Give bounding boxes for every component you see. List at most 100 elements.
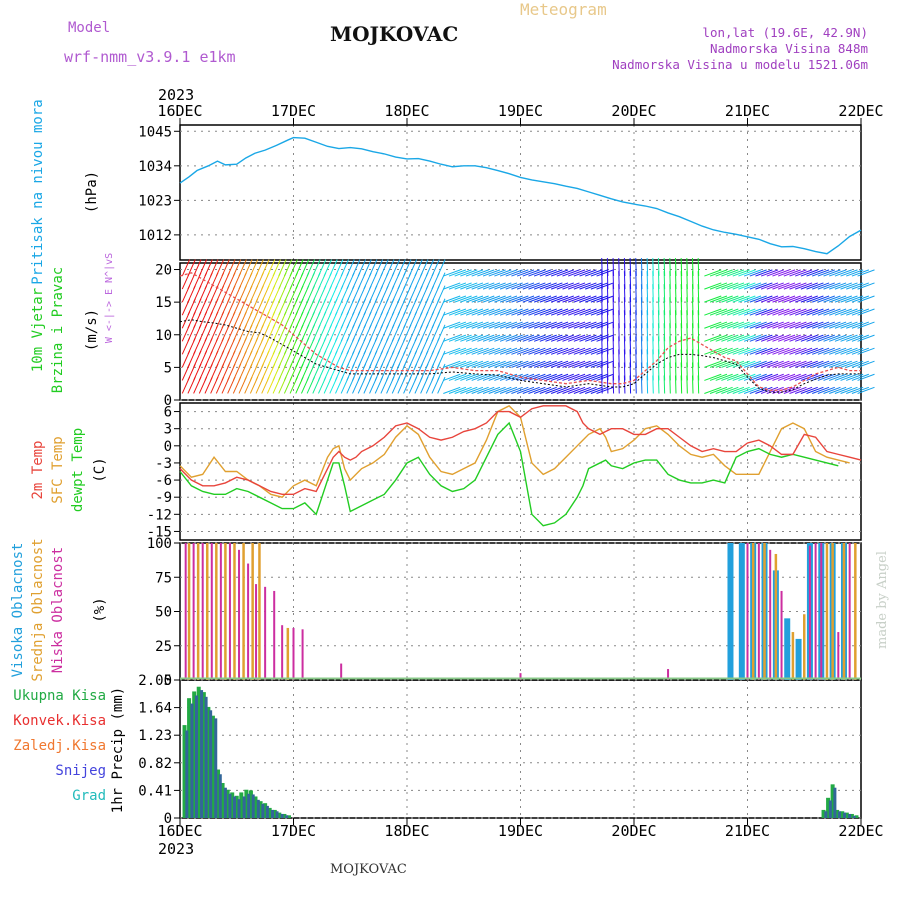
cloud-bar — [301, 629, 304, 680]
wind-barb — [726, 308, 745, 316]
precip-bar-snow — [185, 730, 189, 818]
wind-barb — [454, 321, 472, 329]
wind-barb — [522, 347, 540, 355]
wind-barb — [511, 386, 529, 394]
wind-barb — [346, 259, 355, 277]
wind-barb — [794, 295, 813, 303]
wind-barb — [573, 321, 591, 329]
wind-barb — [567, 386, 586, 394]
precip-bar-total — [267, 807, 272, 818]
wind-barb — [749, 282, 767, 290]
wind-barb — [556, 295, 574, 303]
wind-barb — [249, 259, 259, 277]
wind-barb — [743, 269, 762, 277]
wind-barb — [760, 334, 779, 342]
wind-barb — [743, 308, 762, 316]
wind-barb — [454, 334, 472, 342]
wind-barb — [726, 295, 745, 303]
cloud-bar — [340, 663, 343, 680]
wind-axis-title-2: Brzina i Pravac — [50, 267, 66, 393]
wind-barb — [806, 269, 824, 277]
precip-bar-snow — [833, 787, 837, 818]
wind-barb — [494, 360, 512, 368]
cloud-bar — [255, 584, 258, 680]
y-tick-label: 25 — [155, 639, 172, 655]
wind-barb — [732, 295, 750, 303]
wind-barb — [709, 360, 728, 368]
wind-barb — [528, 373, 546, 381]
wind-barb — [834, 269, 852, 277]
wind-barb — [766, 282, 784, 290]
wind-barb — [732, 282, 750, 290]
wind-barb — [471, 334, 489, 342]
x-tick-label-top: 22DEC — [838, 102, 883, 120]
wind-barb — [488, 373, 506, 381]
wind-barb — [567, 295, 586, 303]
wind-barb — [477, 321, 495, 329]
wind-barb — [477, 386, 495, 394]
wind-barb — [760, 347, 779, 355]
wind-barb — [516, 282, 535, 290]
wind-barb — [777, 308, 796, 316]
x-tick-label-bottom: 18DEC — [384, 822, 429, 840]
wind-barb — [715, 321, 733, 329]
wind-barb — [590, 321, 608, 329]
model-name: wrf-nmm_v3.9.1 e1km — [64, 48, 236, 66]
precip-bar-total — [196, 686, 201, 818]
precip-bar-snow — [204, 696, 208, 818]
dewpt-axis-title: dewpt Temp — [70, 428, 86, 512]
precip-legend-2: Zaledj.Kisa — [13, 738, 106, 754]
wind-barb — [465, 334, 484, 342]
wind-barb — [817, 386, 835, 394]
wind-barb — [738, 334, 756, 342]
wind-barb — [783, 321, 801, 329]
wind-barb — [851, 321, 870, 329]
x-tick-label-top: 20DEC — [611, 102, 656, 120]
wind-barb — [772, 269, 790, 277]
wind-barb — [579, 373, 597, 381]
wind-barb — [522, 295, 540, 303]
y-tick-label: 0 — [164, 811, 172, 827]
wind-barb — [840, 386, 858, 394]
wind-barb — [834, 386, 852, 394]
wind-barb — [817, 334, 835, 342]
wind-barb — [789, 373, 807, 381]
wind-barb — [669, 258, 671, 277]
wind-barb — [522, 308, 540, 316]
wind-barb — [505, 386, 523, 394]
wind-barb — [766, 360, 784, 368]
wind-barb — [590, 360, 608, 368]
wind-barb — [590, 334, 608, 342]
wind-barb — [590, 295, 608, 303]
wind-barb — [488, 347, 506, 355]
y-tick-label: 5 — [164, 360, 172, 376]
wind-barb — [454, 282, 472, 290]
wind-barb — [777, 269, 796, 277]
wind-barb — [789, 360, 807, 368]
wind-barb — [732, 308, 750, 316]
wind-barb — [528, 295, 546, 303]
wind-barb — [596, 334, 614, 342]
precip-bar-total — [239, 792, 244, 818]
cloud-bar — [751, 543, 755, 680]
precip-bar-total — [234, 795, 239, 818]
wind-barb — [397, 259, 406, 277]
cloud-bar — [286, 627, 290, 680]
wind-barb — [545, 295, 563, 303]
wind-barb — [629, 258, 632, 277]
wind-barb — [726, 282, 745, 290]
wind-barb — [623, 258, 626, 277]
wind-barb — [465, 295, 484, 303]
wind-barb — [448, 295, 467, 303]
cloud-bar — [210, 543, 213, 680]
wind-barb — [789, 386, 807, 394]
wind-barb — [567, 321, 586, 329]
wind-barb — [789, 282, 807, 290]
wind-barb — [749, 360, 767, 368]
wind-barb — [391, 259, 401, 277]
precip-legend-1: Konvek.Kisa — [13, 713, 106, 729]
wind-barb — [704, 386, 722, 394]
wind-barb — [460, 334, 478, 342]
wind-barb — [755, 308, 773, 316]
wind-barb — [545, 308, 563, 316]
